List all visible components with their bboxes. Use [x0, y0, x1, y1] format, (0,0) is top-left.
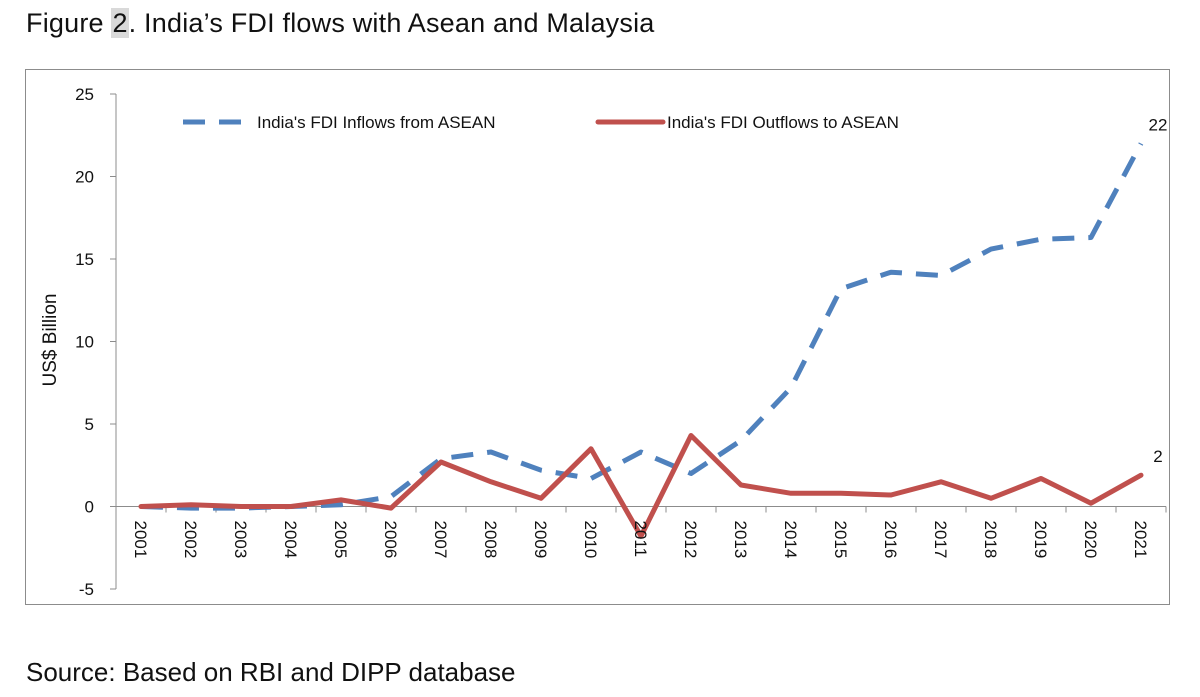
y-axis-label: US$ Billion — [40, 294, 61, 387]
x-tick-label: 2006 — [381, 521, 400, 559]
x-tick-label: 2014 — [781, 521, 800, 559]
x-tick-label: 2021 — [1131, 521, 1150, 559]
x-tick-label: 2002 — [181, 521, 200, 559]
legend-label-outflows: India's FDI Outflows to ASEAN — [667, 113, 899, 132]
data-label-outflows: 2 — [1153, 447, 1162, 466]
x-tick-label: 2011 — [631, 521, 650, 558]
x-tick-label: 2010 — [581, 521, 600, 559]
x-tick-label: 2019 — [1031, 521, 1050, 559]
x-tick-label: 2018 — [981, 521, 1000, 559]
x-tick-label: 2004 — [281, 521, 300, 559]
legend-label-inflows: India's FDI Inflows from ASEAN — [257, 113, 496, 132]
x-tick-label: 2003 — [231, 521, 250, 559]
chart-frame: -5 0 5 10 15 20 25 US$ Billion 22 2 2001 2002 2003 20… — [25, 69, 1170, 605]
source-note: Source: Based on RBI and DIPP database — [26, 657, 516, 687]
figure-title: Figure 2. India’s FDI flows with Asean a… — [26, 8, 655, 39]
figure-title-text: . India’s FDI flows with Asean and Malay… — [128, 8, 655, 38]
x-tick-label: 2007 — [431, 521, 450, 559]
x-tick-label: 2005 — [331, 521, 350, 559]
y-tick-label: -5 — [79, 580, 94, 599]
x-tick-label: 2016 — [881, 521, 900, 559]
x-tick-label: 2012 — [681, 521, 700, 559]
x-tick-label: 2001 — [131, 521, 150, 559]
y-tick-label: 20 — [75, 168, 94, 187]
x-tick-label: 2015 — [831, 521, 850, 559]
series-line-inflows — [140, 142, 1144, 511]
x-tick-label: 2009 — [531, 521, 550, 559]
x-tick-label: 2017 — [931, 521, 950, 559]
figure-number: 2 — [111, 8, 129, 38]
y-tick-label: 0 — [85, 498, 94, 517]
x-tick-label: 2008 — [481, 521, 500, 559]
y-tick-label: 10 — [75, 333, 94, 352]
series-line-outflows — [138, 433, 1144, 539]
figure-title-prefix: Figure — [26, 8, 112, 38]
y-tick-label: 25 — [75, 85, 94, 104]
y-tick-label: 15 — [75, 250, 94, 269]
x-tick-label: 2013 — [731, 521, 750, 559]
x-tick-label: 2020 — [1081, 521, 1100, 559]
data-label-inflows: 22 — [1149, 116, 1168, 135]
y-tick-label: 5 — [85, 415, 94, 434]
